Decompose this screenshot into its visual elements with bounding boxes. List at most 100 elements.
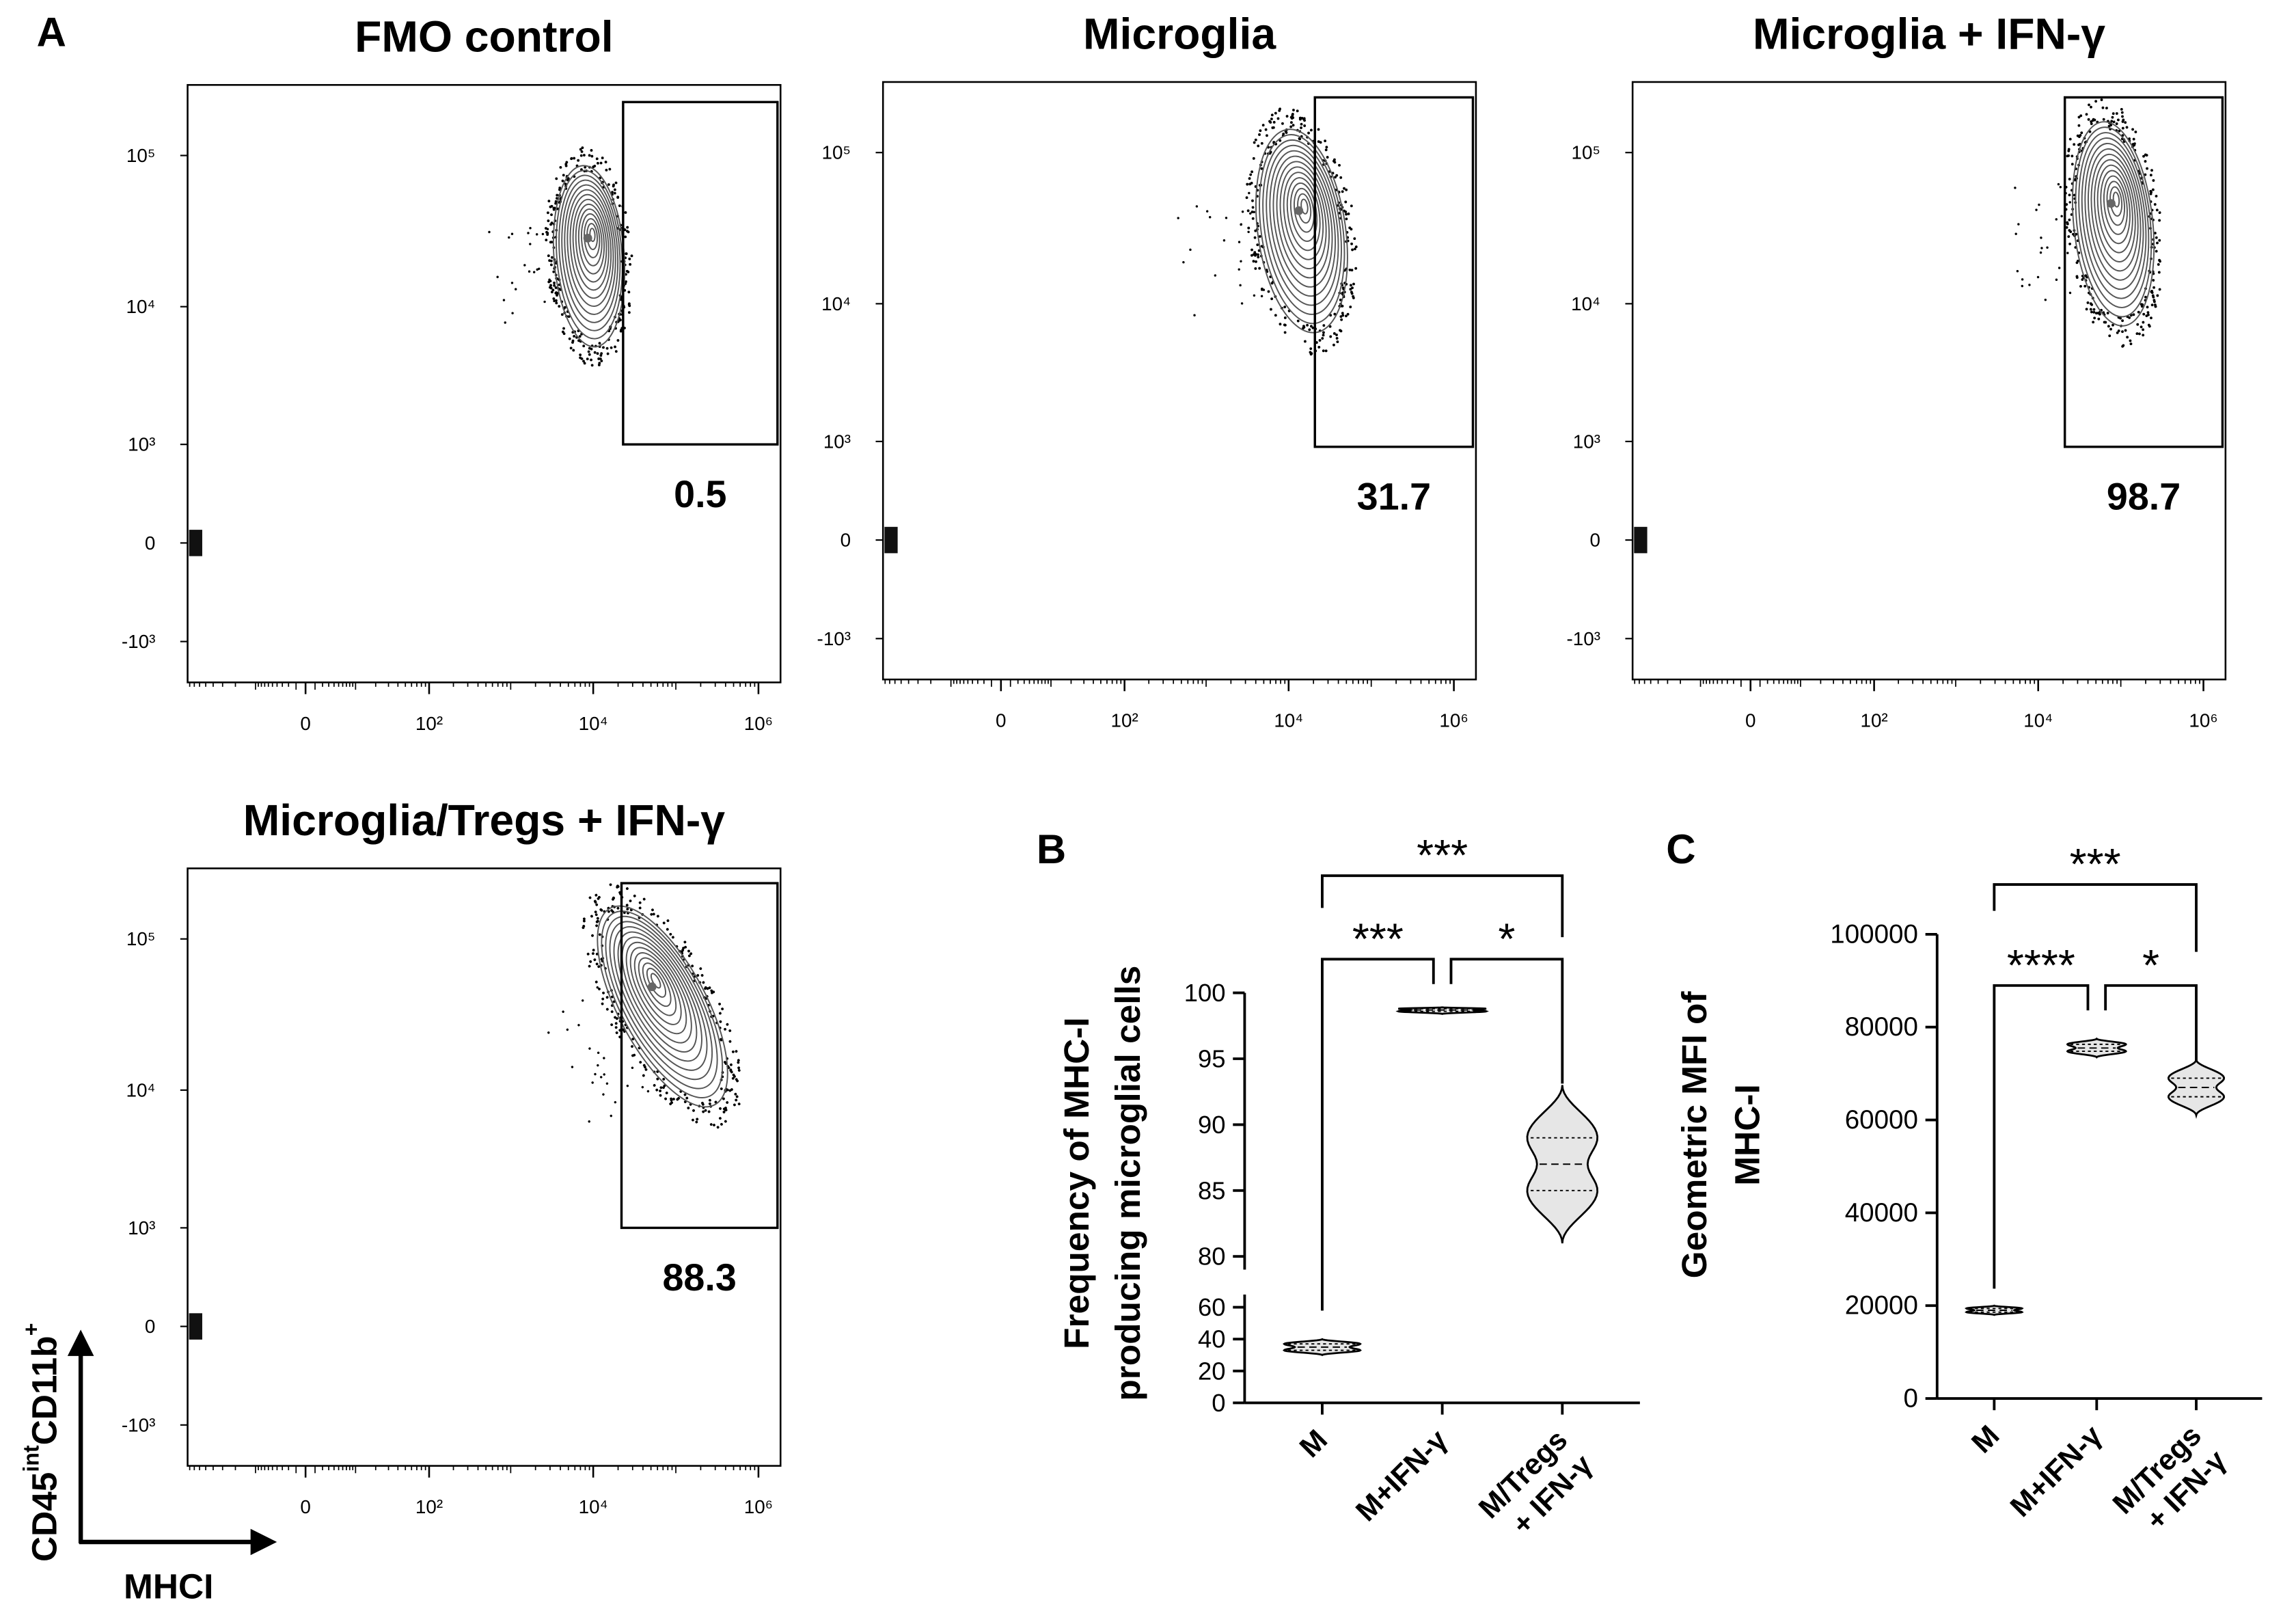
- event-dot: [2083, 284, 2087, 288]
- event-dot: [736, 1079, 739, 1083]
- event-dot: [682, 947, 685, 950]
- event-dot: [1290, 121, 1293, 124]
- event-dot: [718, 1117, 722, 1120]
- event-dot: [605, 1007, 609, 1011]
- event-dot: [662, 1086, 665, 1090]
- contour: [2096, 164, 2133, 254]
- axis-pileup: [1634, 526, 1648, 554]
- event-dot: [2068, 201, 2071, 204]
- event-dot: [1335, 336, 1339, 340]
- event-dot: [510, 282, 514, 284]
- event-dot: [625, 904, 629, 907]
- y-tick-label: 20: [1198, 1357, 1225, 1385]
- panel-label: A: [37, 10, 66, 55]
- event-dot: [1309, 347, 1313, 351]
- contour: [638, 957, 677, 1016]
- event-dot: [631, 1054, 634, 1057]
- event-dot: [1260, 245, 1263, 248]
- event-dot: [2068, 178, 2071, 180]
- plot-title: Microglia + IFN-γ: [1753, 9, 2105, 58]
- event-dot: [1255, 260, 1257, 263]
- event-dot: [659, 1090, 662, 1092]
- significance-bracket: [1321, 874, 1564, 938]
- event-dot: [562, 327, 565, 330]
- significance-label: ***: [1352, 914, 1404, 963]
- event-dot: [2076, 134, 2079, 137]
- event-dot: [1248, 191, 1250, 195]
- event-dot: [2016, 270, 2019, 273]
- event-dot: [2116, 118, 2120, 122]
- event-dot: [2094, 312, 2098, 315]
- contour: [577, 208, 605, 275]
- event-dot: [1285, 115, 1289, 118]
- event-dot: [1318, 338, 1322, 342]
- event-dot: [1349, 288, 1352, 291]
- event-dot: [1264, 128, 1268, 131]
- event-dot: [1270, 113, 1274, 117]
- event-dot: [597, 1064, 599, 1067]
- event-dot: [1250, 254, 1253, 257]
- event-dot: [595, 903, 599, 906]
- event-dot: [1253, 141, 1256, 144]
- event-dot: [612, 185, 615, 188]
- event-dot: [1317, 346, 1321, 349]
- event-dot: [597, 364, 601, 366]
- x-tick-label: 10⁶: [2189, 710, 2217, 731]
- event-dot: [1347, 212, 1350, 215]
- event-dot: [552, 297, 556, 300]
- event-dot: [594, 893, 598, 897]
- x-tick-label: 10²: [415, 713, 443, 734]
- y-tick-label: 95: [1198, 1045, 1225, 1073]
- event-dot: [1351, 286, 1354, 290]
- event-dot: [2128, 316, 2131, 319]
- event-dot: [2109, 327, 2112, 331]
- event-dot: [616, 906, 620, 910]
- contour: [2081, 137, 2147, 299]
- event-dot: [562, 1010, 564, 1013]
- y-tick-label: 80000: [1845, 1012, 1918, 1042]
- event-dot: [704, 1109, 707, 1112]
- event-dot: [1254, 138, 1257, 141]
- event-dot: [554, 286, 558, 289]
- event-dot: [2075, 232, 2078, 236]
- event-dot: [2133, 142, 2136, 146]
- event-dot: [582, 917, 586, 921]
- contour: [601, 910, 724, 1098]
- event-dot: [2151, 188, 2155, 191]
- event-dot: [596, 352, 599, 355]
- event-dot: [1332, 332, 1336, 335]
- event-dot: [614, 345, 616, 349]
- event-dot: [629, 262, 632, 266]
- event-dot: [638, 906, 642, 910]
- event-dot: [1238, 241, 1241, 243]
- event-dot: [549, 223, 552, 226]
- event-dot: [683, 1093, 687, 1096]
- event-dot: [676, 1098, 679, 1101]
- event-dot: [627, 311, 631, 314]
- population-center: [1294, 206, 1304, 215]
- event-dot: [734, 1092, 737, 1096]
- event-dot: [598, 895, 601, 899]
- event-dot: [2155, 195, 2158, 198]
- event-dot: [696, 974, 700, 977]
- event-dot: [2155, 249, 2158, 253]
- event-dot: [702, 1110, 705, 1113]
- event-dot: [579, 148, 582, 151]
- event-dot: [601, 997, 605, 1001]
- population-center: [583, 233, 592, 243]
- event-dot: [588, 353, 591, 356]
- event-dot: [2040, 247, 2043, 249]
- contour: [1300, 198, 1309, 215]
- event-dot: [596, 986, 599, 989]
- contour: [569, 193, 612, 299]
- event-dot: [549, 241, 552, 244]
- x-tick-label: 10⁶: [1439, 710, 1468, 731]
- y-tick-label: 10⁵: [126, 145, 156, 166]
- plot-frame: [187, 83, 782, 684]
- event-dot: [549, 286, 551, 289]
- event-dot: [1283, 316, 1287, 319]
- event-dot: [586, 952, 590, 956]
- event-dot: [580, 150, 584, 153]
- contour: [1276, 161, 1330, 279]
- event-dot: [2112, 112, 2115, 116]
